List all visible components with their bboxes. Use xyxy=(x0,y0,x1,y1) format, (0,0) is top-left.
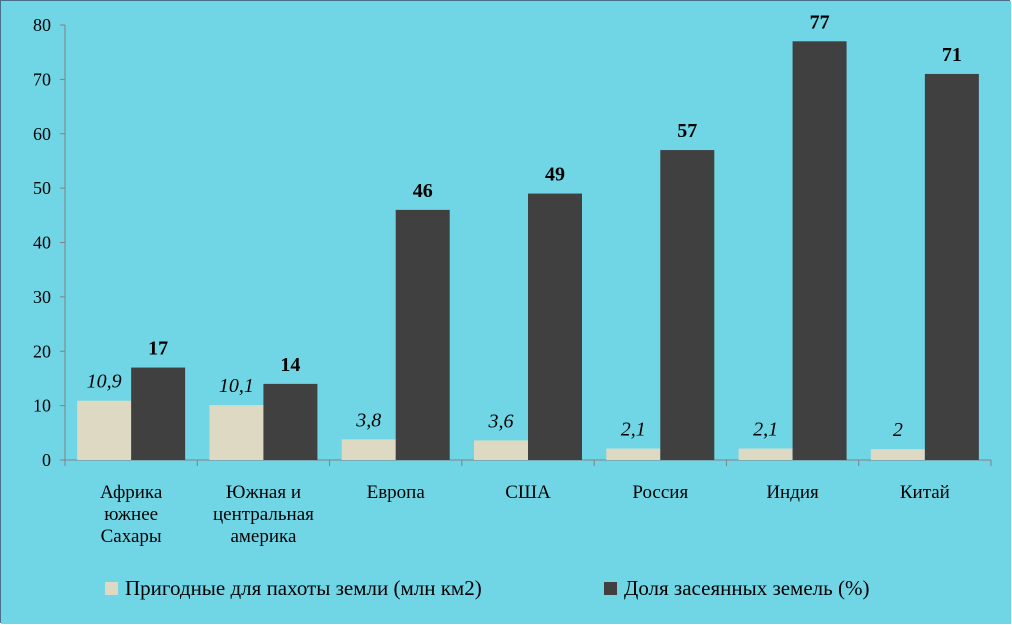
bar-sown-share xyxy=(395,209,450,460)
x-tick-label-line: Южная и xyxy=(226,482,301,503)
data-label-arable-land: 10,9 xyxy=(87,371,122,393)
bar-sown-share xyxy=(924,73,979,460)
x-tick-label-line: Сахары xyxy=(101,526,162,547)
x-tick-label-line: Европа xyxy=(367,482,426,503)
x-tick-label: Африка южнее Сахары xyxy=(100,482,163,547)
y-tick-label: 70 xyxy=(33,69,51,89)
bar-sown-share xyxy=(263,383,318,460)
bar-sown-share xyxy=(528,193,582,460)
y-tick-label: 0 xyxy=(42,450,51,470)
data-label-arable-land: 3,6 xyxy=(488,410,514,432)
x-tick-label: Южная и центральная америка xyxy=(213,482,314,547)
bar-arable-land xyxy=(738,448,793,460)
y-tick-label: 40 xyxy=(33,233,51,253)
x-tick-label: Россия xyxy=(632,482,688,503)
x-tick-label-line: Индия xyxy=(766,482,819,503)
bar-sown-share xyxy=(131,367,186,460)
y-tick-label: 60 xyxy=(33,124,51,144)
legend-swatch-sown-share xyxy=(604,582,617,595)
data-label-arable-land: 2 xyxy=(893,419,903,441)
x-tick-label: США xyxy=(505,482,551,503)
data-label-arable-land: 3,8 xyxy=(355,409,381,431)
x-tick-label-line: южнее xyxy=(104,504,158,525)
bar-arable-land xyxy=(474,440,528,460)
x-tick-label-line: Африка xyxy=(100,482,163,503)
bar-arable-land xyxy=(606,448,661,460)
data-label-sown-share: 14 xyxy=(280,354,300,376)
x-tick-label: Европа xyxy=(367,482,426,503)
data-label-sown-share: 77 xyxy=(810,11,830,33)
y-tick-label: 30 xyxy=(33,287,51,307)
legend-label-sown-share: Доля засеянных земель (%) xyxy=(624,576,869,600)
bar-arable-land xyxy=(209,405,264,460)
bar-arable-land xyxy=(341,439,396,460)
y-tick-label: 10 xyxy=(33,396,51,416)
data-label-sown-share: 46 xyxy=(413,180,433,202)
legend-swatch-arable-land xyxy=(105,582,118,595)
data-label-arable-land: 10,1 xyxy=(219,375,254,397)
bar-arable-land xyxy=(77,400,132,460)
bar-sown-share xyxy=(660,150,715,460)
data-label-sown-share: 71 xyxy=(942,44,962,66)
x-tick-label-line: Китай xyxy=(900,482,950,503)
y-tick-label: 20 xyxy=(33,341,51,361)
x-tick-label: Индия xyxy=(766,482,819,503)
data-label-arable-land: 2,1 xyxy=(621,419,646,441)
x-tick-label-line: центральная xyxy=(213,504,314,525)
x-tick-label-line: америка xyxy=(230,526,297,547)
data-label-sown-share: 17 xyxy=(148,338,168,360)
data-label-arable-land: 2,1 xyxy=(753,419,778,441)
x-tick-label: Китай xyxy=(900,482,950,503)
y-tick-label: 80 xyxy=(33,15,51,35)
bar-arable-land xyxy=(870,449,925,460)
bar-sown-share xyxy=(792,41,847,460)
data-label-sown-share: 57 xyxy=(677,120,697,142)
legend-label-arable-land: Пригодные для пахоты земли (млн км2) xyxy=(125,576,482,600)
data-label-sown-share: 49 xyxy=(545,164,565,186)
y-tick-label: 50 xyxy=(33,178,51,198)
x-tick-label-line: Россия xyxy=(632,482,688,503)
x-tick-label-line: США xyxy=(505,482,551,503)
